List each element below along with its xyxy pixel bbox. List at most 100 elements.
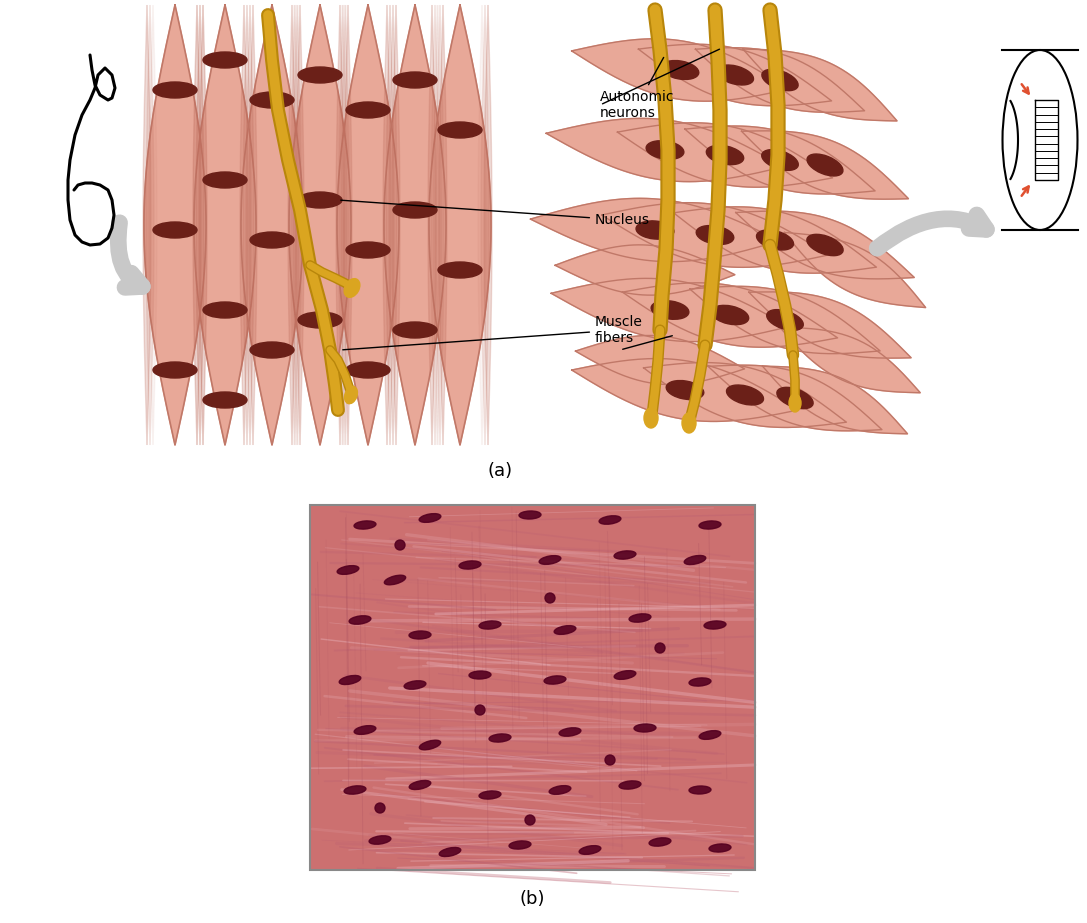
Polygon shape [199, 5, 207, 445]
Ellipse shape [684, 556, 705, 565]
Ellipse shape [711, 306, 749, 325]
Ellipse shape [807, 154, 842, 176]
Ellipse shape [385, 575, 405, 585]
Ellipse shape [337, 566, 359, 574]
Polygon shape [546, 118, 784, 182]
Ellipse shape [439, 847, 461, 857]
Polygon shape [243, 5, 251, 445]
Ellipse shape [349, 616, 371, 624]
Polygon shape [289, 5, 351, 445]
Ellipse shape [345, 785, 366, 794]
Ellipse shape [766, 309, 803, 330]
Polygon shape [575, 335, 745, 385]
Ellipse shape [393, 72, 437, 88]
Ellipse shape [409, 631, 430, 639]
Ellipse shape [250, 92, 293, 108]
Text: Nucleus: Nucleus [340, 200, 650, 227]
Polygon shape [290, 5, 298, 445]
Ellipse shape [153, 82, 197, 98]
Text: Muscle
fibers: Muscle fibers [342, 315, 642, 350]
Polygon shape [288, 5, 296, 445]
Ellipse shape [298, 192, 342, 208]
Polygon shape [240, 5, 248, 445]
Ellipse shape [620, 781, 641, 789]
Polygon shape [708, 366, 882, 431]
Text: (b): (b) [520, 890, 545, 908]
Polygon shape [384, 5, 446, 445]
Ellipse shape [757, 230, 794, 250]
Polygon shape [193, 5, 201, 445]
Ellipse shape [525, 815, 535, 825]
Polygon shape [551, 279, 789, 342]
Ellipse shape [354, 725, 376, 735]
Polygon shape [623, 282, 838, 347]
Polygon shape [749, 292, 911, 358]
Ellipse shape [605, 755, 615, 765]
Polygon shape [432, 5, 439, 445]
Polygon shape [690, 286, 880, 354]
Ellipse shape [420, 513, 441, 522]
Ellipse shape [579, 845, 601, 855]
Polygon shape [644, 363, 847, 427]
Ellipse shape [614, 671, 636, 679]
Ellipse shape [545, 593, 555, 603]
Ellipse shape [649, 838, 671, 846]
Polygon shape [143, 5, 151, 445]
Polygon shape [389, 5, 397, 445]
Ellipse shape [655, 643, 665, 653]
Polygon shape [296, 5, 304, 445]
Ellipse shape [682, 413, 696, 433]
Polygon shape [439, 5, 447, 445]
Ellipse shape [438, 262, 482, 278]
Polygon shape [555, 245, 735, 295]
Polygon shape [428, 5, 436, 445]
Ellipse shape [696, 225, 734, 245]
Polygon shape [429, 5, 491, 445]
Ellipse shape [539, 556, 561, 564]
Ellipse shape [509, 841, 530, 849]
Polygon shape [383, 5, 391, 445]
Ellipse shape [629, 614, 651, 622]
Ellipse shape [370, 835, 391, 845]
Polygon shape [386, 5, 393, 445]
Ellipse shape [549, 785, 571, 795]
Ellipse shape [554, 626, 576, 634]
Polygon shape [433, 5, 441, 445]
Ellipse shape [807, 234, 844, 256]
Polygon shape [246, 5, 254, 445]
Ellipse shape [345, 387, 358, 403]
Polygon shape [696, 48, 864, 113]
Ellipse shape [707, 145, 744, 164]
Ellipse shape [404, 681, 426, 689]
Ellipse shape [203, 172, 247, 188]
Polygon shape [478, 5, 486, 445]
Polygon shape [149, 5, 157, 445]
Ellipse shape [153, 362, 197, 378]
Ellipse shape [661, 61, 699, 79]
Ellipse shape [346, 362, 390, 378]
Polygon shape [389, 5, 397, 445]
Polygon shape [785, 233, 926, 307]
Ellipse shape [459, 561, 480, 569]
Ellipse shape [438, 122, 482, 138]
Polygon shape [339, 5, 347, 445]
Ellipse shape [762, 69, 798, 90]
Ellipse shape [704, 621, 726, 629]
Polygon shape [338, 5, 346, 445]
Polygon shape [674, 207, 876, 273]
Ellipse shape [346, 242, 390, 258]
Polygon shape [685, 126, 875, 194]
Ellipse shape [709, 844, 730, 852]
Ellipse shape [298, 67, 342, 83]
Ellipse shape [726, 385, 763, 405]
Polygon shape [572, 358, 798, 422]
Ellipse shape [409, 781, 430, 789]
Ellipse shape [777, 388, 813, 409]
Ellipse shape [393, 322, 437, 338]
Polygon shape [249, 5, 257, 445]
Polygon shape [779, 328, 921, 393]
Polygon shape [243, 5, 251, 445]
Ellipse shape [298, 312, 342, 328]
Polygon shape [293, 5, 301, 445]
Ellipse shape [420, 740, 440, 749]
